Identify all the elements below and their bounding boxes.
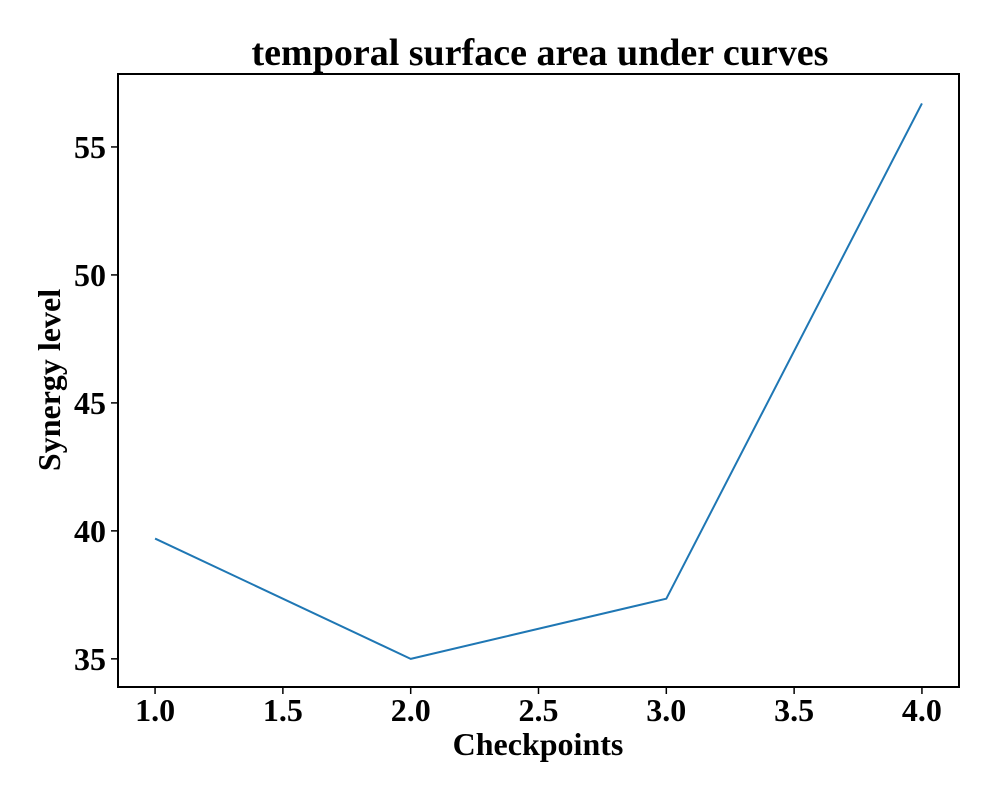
- y-tick-label: 45: [74, 385, 106, 421]
- x-tick-label: 4.0: [902, 692, 942, 728]
- x-axis-label: Checkpoints: [453, 726, 624, 762]
- x-tick-label: 2.0: [391, 692, 431, 728]
- plot-frame: [117, 73, 960, 688]
- y-axis-ticks: 35 40 45 50 55: [74, 129, 118, 677]
- y-axis-label: Synergy level: [31, 289, 67, 471]
- y-tick-label: 50: [74, 257, 106, 293]
- x-tick-label: 2.5: [519, 692, 559, 728]
- x-tick-label: 3.0: [646, 692, 686, 728]
- series-group: [154, 102, 923, 660]
- chart-title: temporal surface area under curves: [252, 32, 829, 74]
- x-tick-label: 1.5: [263, 692, 303, 728]
- y-tick-label: 35: [74, 641, 106, 677]
- plot-area: 1.0 1.5 2.0 2.5 3.0 3.5 4.0 35 40 45 50 55: [74, 73, 960, 728]
- x-tick-label: 3.5: [774, 692, 814, 728]
- y-tick-label: 55: [74, 129, 106, 165]
- series-line-1: [154, 102, 923, 660]
- y-tick-label: 40: [74, 513, 106, 549]
- x-axis-ticks: 1.0 1.5 2.0 2.5 3.0 3.5 4.0: [135, 687, 942, 728]
- x-tick-label: 1.0: [135, 692, 175, 728]
